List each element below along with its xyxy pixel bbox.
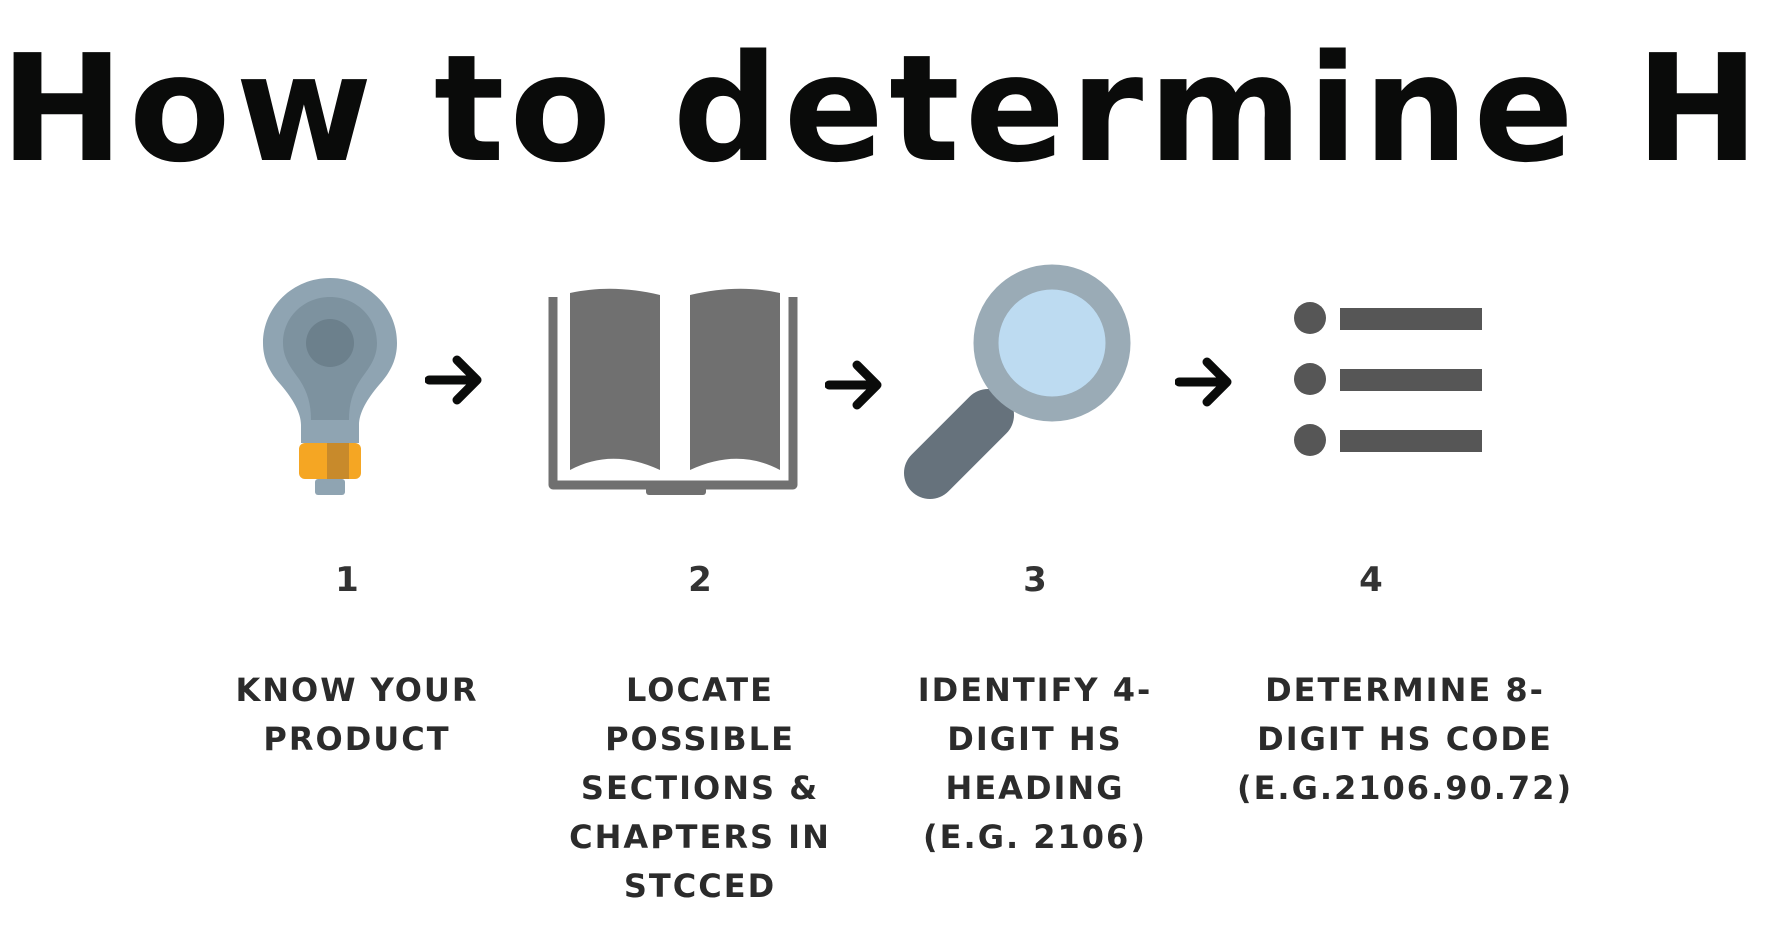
page-title: How to determine HS code <box>0 23 1772 195</box>
step-label: DETERMINE 8- DIGIT HS CODE (E.G.2106.90.… <box>1236 671 1574 807</box>
arrow-right-icon <box>825 360 882 410</box>
lightbulb-icon <box>263 278 397 495</box>
open-book-icon <box>548 288 798 495</box>
magnifying-glass-icon <box>904 264 1131 499</box>
step-label: IDENTIFY 4- DIGIT HS HEADING (E.G. 2106) <box>917 671 1153 856</box>
list-icon <box>1294 302 1482 456</box>
step-label: KNOW YOUR PRODUCT <box>235 671 479 758</box>
arrow-right-icon <box>425 355 482 405</box>
step-number: 2 <box>688 560 712 600</box>
arrow-right-icon <box>1175 357 1232 407</box>
step-number: 4 <box>1359 560 1383 600</box>
step-label: LOCATE POSSIBLE SECTIONS & CHAPTERS IN S… <box>569 671 831 905</box>
step-number: 3 <box>1023 560 1047 600</box>
step-number: 1 <box>335 560 359 600</box>
